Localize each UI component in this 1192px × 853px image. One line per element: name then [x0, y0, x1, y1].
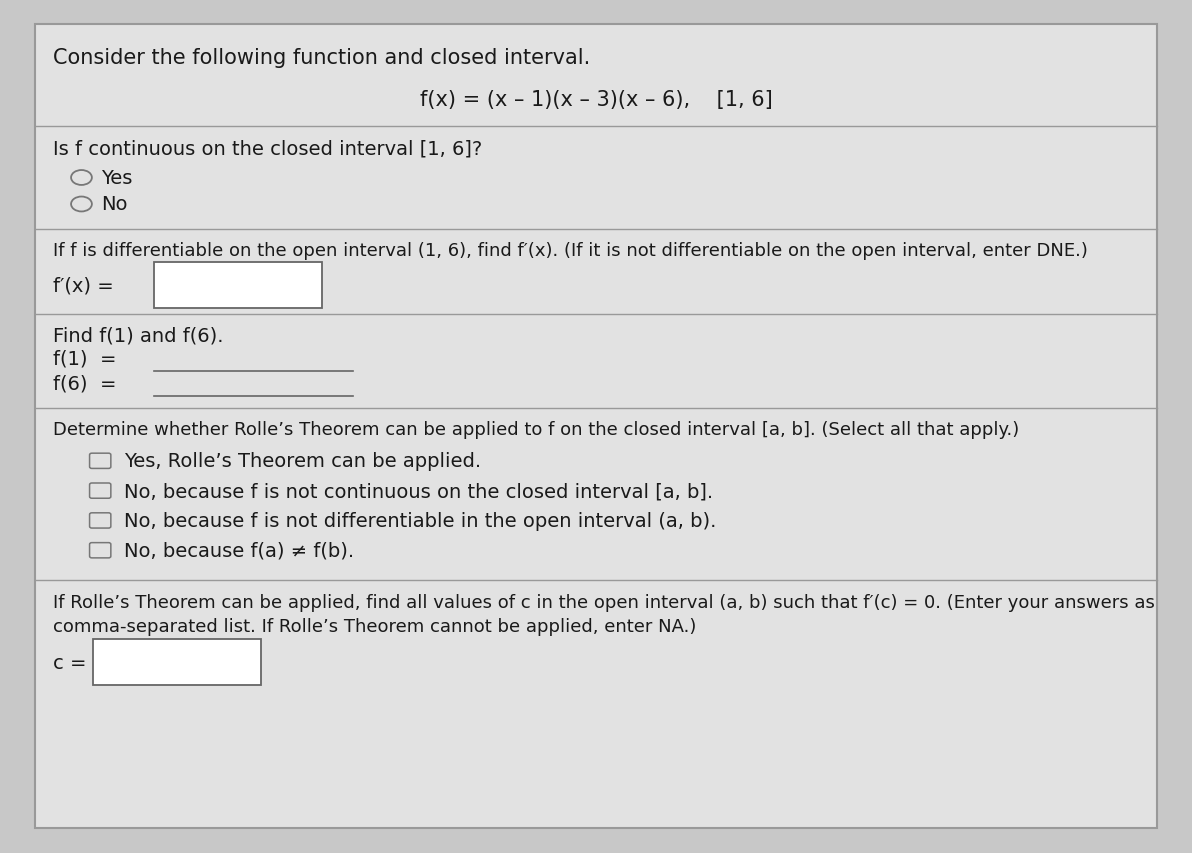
FancyBboxPatch shape — [89, 543, 111, 558]
Text: comma-separated list. If Rolle’s Theorem cannot be applied, enter NA.): comma-separated list. If Rolle’s Theorem… — [52, 618, 696, 635]
Text: No, because f is not differentiable in the open interval (a, b).: No, because f is not differentiable in t… — [124, 511, 716, 531]
FancyBboxPatch shape — [36, 26, 1156, 827]
Text: Yes, Rolle’s Theorem can be applied.: Yes, Rolle’s Theorem can be applied. — [124, 452, 482, 471]
Text: f′(x) =: f′(x) = — [52, 276, 113, 295]
FancyBboxPatch shape — [93, 640, 261, 685]
Text: If Rolle’s Theorem can be applied, find all values of c in the open interval (a,: If Rolle’s Theorem can be applied, find … — [52, 594, 1154, 612]
Text: f(6)  =: f(6) = — [52, 374, 116, 393]
Text: f(1)  =: f(1) = — [52, 349, 116, 368]
Text: If f is differentiable on the open interval (1, 6), find f′(x). (If it is not di: If f is differentiable on the open inter… — [52, 242, 1087, 260]
Text: Yes: Yes — [101, 169, 132, 188]
FancyBboxPatch shape — [154, 263, 322, 309]
Text: Is f continuous on the closed interval [1, 6]?: Is f continuous on the closed interval [… — [52, 140, 482, 159]
FancyBboxPatch shape — [89, 514, 111, 529]
Text: c =: c = — [52, 653, 86, 672]
Text: No: No — [101, 195, 128, 214]
Text: f(x) = (x – 1)(x – 3)(x – 6),    [1, 6]: f(x) = (x – 1)(x – 3)(x – 6), [1, 6] — [420, 90, 772, 110]
Text: Consider the following function and closed interval.: Consider the following function and clos… — [52, 49, 590, 68]
Text: Determine whether Rolle’s Theorem can be applied to f on the closed interval [a,: Determine whether Rolle’s Theorem can be… — [52, 421, 1019, 438]
FancyBboxPatch shape — [89, 484, 111, 499]
Text: Find f(1) and f(6).: Find f(1) and f(6). — [52, 326, 223, 345]
Text: No, because f is not continuous on the closed interval [a, b].: No, because f is not continuous on the c… — [124, 482, 713, 501]
FancyBboxPatch shape — [89, 454, 111, 469]
Text: No, because f(a) ≠ f(b).: No, because f(a) ≠ f(b). — [124, 541, 354, 560]
